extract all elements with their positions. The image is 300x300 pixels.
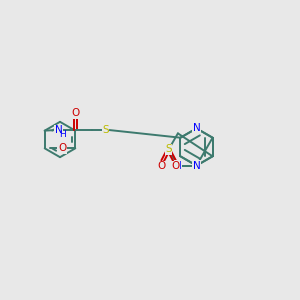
Text: S: S (102, 125, 109, 135)
Text: O: O (58, 143, 66, 153)
Text: O: O (171, 161, 179, 171)
Text: N: N (55, 125, 62, 135)
Text: O: O (158, 161, 166, 171)
Text: N: N (174, 160, 182, 171)
Text: S: S (165, 145, 172, 154)
Text: N: N (193, 160, 200, 171)
Text: N: N (193, 123, 200, 134)
Text: H: H (59, 130, 66, 139)
Text: O: O (72, 108, 80, 118)
